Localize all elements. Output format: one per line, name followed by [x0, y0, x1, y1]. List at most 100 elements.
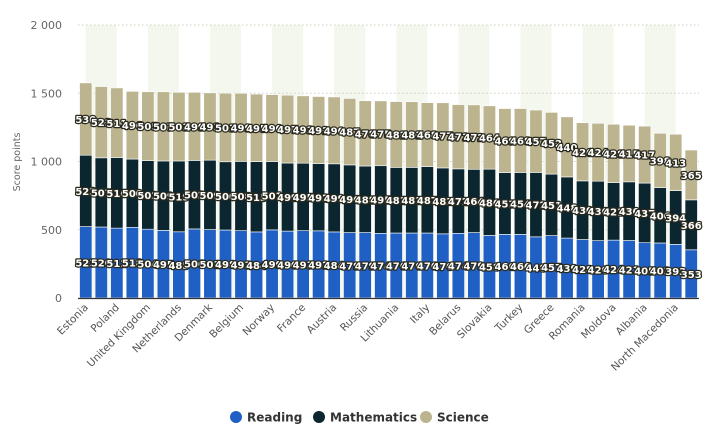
- data-label: 499: [231, 123, 252, 134]
- data-label: 490: [324, 126, 345, 137]
- data-label: 481: [401, 131, 422, 142]
- data-label: 421: [603, 207, 624, 218]
- bar-science: [622, 124, 636, 183]
- y-tick-label: 500: [41, 224, 62, 237]
- data-label: 498: [215, 260, 236, 271]
- data-label: 448: [526, 263, 547, 274]
- bar-science: [187, 91, 201, 161]
- data-label: 477: [432, 131, 453, 142]
- data-label: 454: [510, 199, 531, 210]
- data-label: 476: [401, 262, 422, 273]
- bar-science: [358, 100, 372, 167]
- data-label: 353: [681, 270, 702, 281]
- data-label: 393: [665, 267, 686, 278]
- x-tick-label: Italy: [408, 302, 433, 327]
- bar-science: [607, 123, 621, 183]
- legend-marker-science: [420, 411, 432, 423]
- data-label: 493: [231, 260, 252, 271]
- bar-science: [125, 91, 139, 160]
- data-label: 481: [401, 196, 422, 207]
- data-label: 466: [495, 262, 516, 273]
- data-label: 511: [106, 119, 127, 130]
- data-label: 495: [370, 196, 391, 207]
- data-label: 464: [463, 197, 484, 208]
- bar-science: [203, 92, 217, 161]
- data-label: 500: [122, 189, 143, 200]
- bar-science: [312, 96, 326, 164]
- data-label: 415: [619, 150, 640, 161]
- y-axis-title: Score points: [12, 133, 23, 192]
- bar-science: [94, 86, 108, 159]
- y-tick-label: 1 500: [31, 87, 63, 100]
- data-label: 503: [168, 123, 189, 134]
- data-label: 497: [277, 125, 298, 136]
- data-label: 493: [293, 125, 314, 136]
- data-label: 487: [417, 196, 438, 207]
- data-label: 476: [386, 262, 407, 273]
- bar-science: [560, 116, 574, 178]
- legend-marker-mathematics: [313, 411, 325, 423]
- data-label: 493: [200, 122, 221, 133]
- data-label: 490: [262, 124, 283, 135]
- bar-science: [296, 95, 310, 164]
- data-label: 468: [417, 131, 438, 142]
- bar-science: [482, 105, 496, 170]
- bar-science: [529, 109, 543, 173]
- data-label: 483: [432, 197, 453, 208]
- data-label: 420: [588, 265, 609, 276]
- data-label: 457: [541, 263, 562, 274]
- data-label: 472: [448, 197, 469, 208]
- legend-label: Reading: [247, 411, 302, 425]
- data-label: 507: [91, 188, 112, 199]
- data-label: 505: [137, 122, 158, 133]
- bar-science: [172, 91, 186, 162]
- data-label: 405: [634, 266, 655, 277]
- data-label: 504: [137, 260, 158, 271]
- data-label: 492: [308, 260, 329, 271]
- data-label: 469: [495, 137, 516, 148]
- data-label: 496: [122, 121, 143, 132]
- data-label: 430: [572, 206, 593, 217]
- data-label: 453: [495, 199, 516, 210]
- bar-science: [684, 149, 698, 201]
- data-label: 508: [231, 192, 252, 203]
- data-label: 428: [603, 149, 624, 160]
- bar-science: [405, 101, 419, 168]
- y-tick-label: 1 000: [31, 156, 63, 169]
- data-label: 440: [557, 143, 578, 154]
- data-label: 493: [293, 260, 314, 271]
- data-label: 499: [324, 194, 345, 205]
- data-label: 479: [463, 261, 484, 272]
- data-label: 464: [479, 133, 500, 144]
- x-tick-label: Estonia: [55, 302, 91, 338]
- data-label: 474: [448, 262, 469, 273]
- data-label: 484: [324, 261, 345, 272]
- data-label: 413: [665, 158, 686, 169]
- bar-science: [79, 82, 93, 156]
- bar-science: [218, 92, 232, 163]
- data-label: 421: [619, 265, 640, 276]
- legend-marker-reading: [230, 411, 242, 423]
- bar-science: [420, 102, 434, 167]
- data-label: 437: [634, 209, 655, 220]
- data-label: 487: [339, 128, 360, 139]
- data-label: 457: [526, 137, 547, 148]
- data-label: 490: [277, 261, 298, 272]
- bar-science: [110, 87, 124, 158]
- bar-science: [281, 94, 295, 164]
- data-label: 417: [634, 151, 655, 162]
- data-label: 452: [541, 139, 562, 150]
- data-label: 474: [370, 262, 391, 273]
- data-label: 448: [557, 204, 578, 215]
- x-tick-label: France: [275, 302, 308, 335]
- data-label: 496: [339, 195, 360, 206]
- data-label: 492: [308, 126, 329, 137]
- data-label: 501: [262, 192, 283, 203]
- data-label: 522: [91, 118, 112, 129]
- data-label: 520: [91, 259, 112, 270]
- data-label: 403: [650, 266, 671, 277]
- data-label: 523: [75, 187, 96, 198]
- data-label: 506: [184, 259, 205, 270]
- data-label: 512: [106, 259, 127, 270]
